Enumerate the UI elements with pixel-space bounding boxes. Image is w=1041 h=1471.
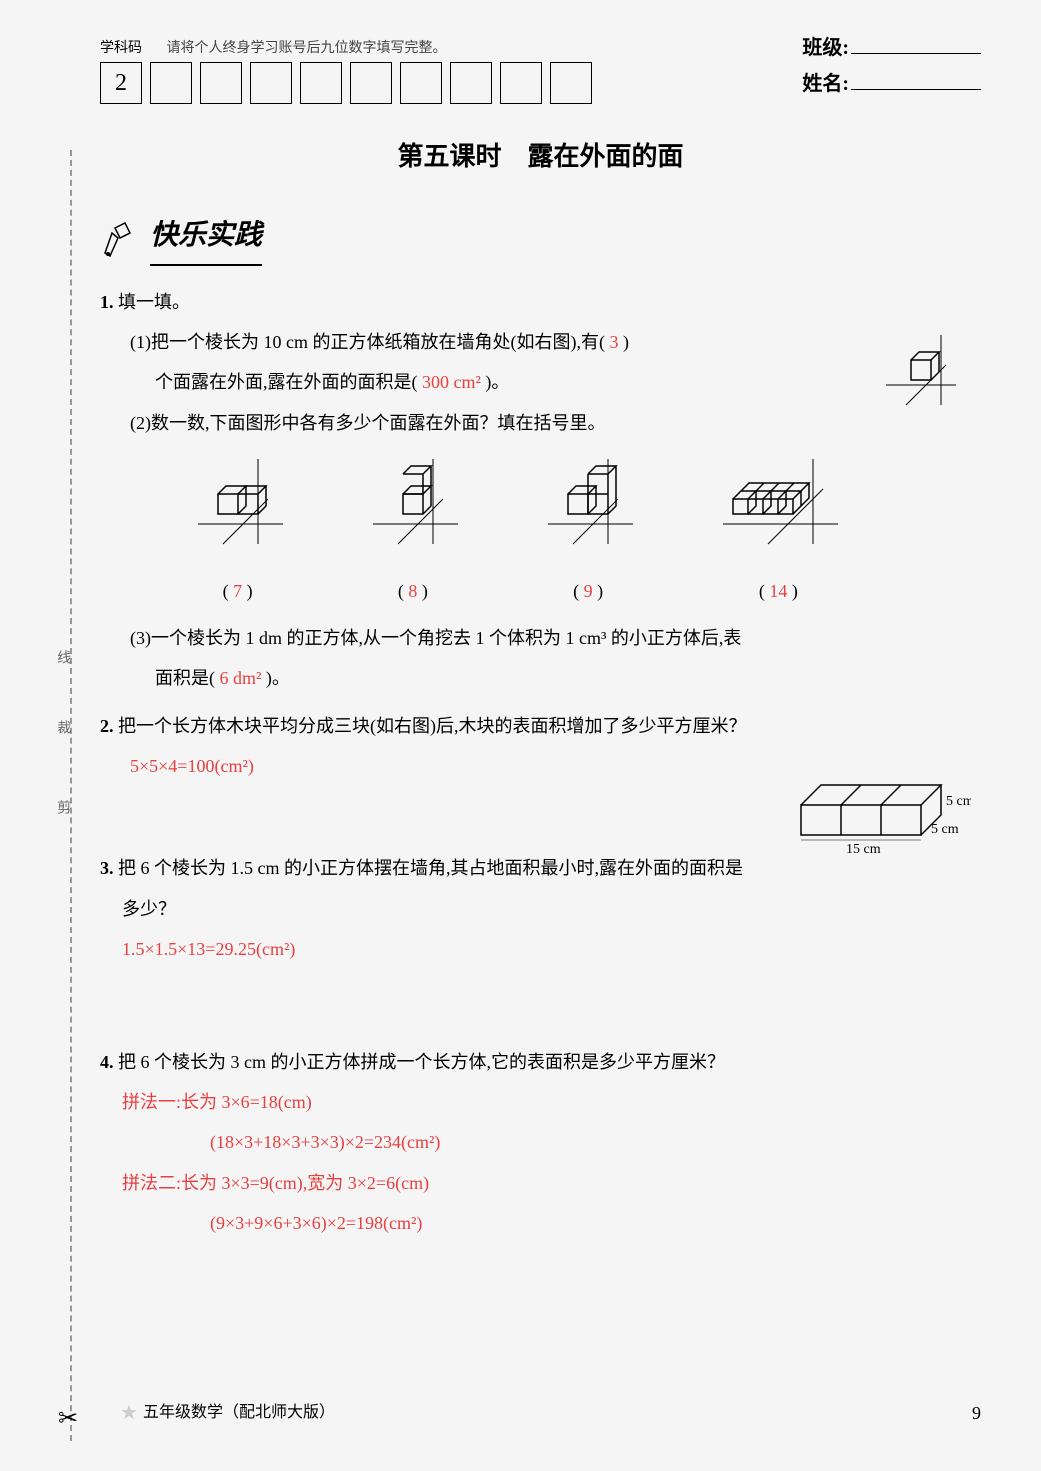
q4-text: 把 6 个棱长为 3 cm 的小正方体拼成一个长方体,它的表面积是多少平方厘米？ — [118, 1052, 725, 1072]
cuboid-figure: 5 cm 5 cm 15 cm — [791, 775, 971, 865]
name-input[interactable] — [851, 89, 981, 90]
shapes-row: ( 7 ) ( 8 ) — [100, 454, 981, 607]
q1-sub2: (2)数一数,下面图形中各有多少个面露在外面？填在括号里。 — [100, 407, 981, 439]
code-box-5[interactable] — [350, 62, 392, 104]
q4-ans1-label: 拼法一:长为 3×6=18(cm) — [100, 1086, 981, 1118]
code-box-9[interactable] — [550, 62, 592, 104]
q2-num: 2. — [100, 716, 114, 736]
practice-icon — [100, 218, 140, 258]
subject-code-label: 学科码 — [100, 41, 142, 56]
page-number: 9 — [972, 1397, 981, 1429]
side-label-line: 线 — [50, 650, 75, 664]
q3-num: 3. — [100, 858, 114, 878]
section-title: 快乐实践 — [150, 211, 262, 265]
code-box-2[interactable] — [200, 62, 242, 104]
shape-ans-3: 14 — [769, 581, 787, 601]
code-box-1[interactable] — [150, 62, 192, 104]
q1-sub1-line2: 个面露在外面,露在外面的面积是( 300 cm² )。 — [100, 366, 981, 398]
q4-num: 4. — [100, 1052, 114, 1072]
code-boxes: 2 — [100, 62, 592, 104]
name-label: 姓名: — [802, 73, 849, 95]
shape-ans-1: 8 — [408, 581, 417, 601]
q1-sub3-a: (3)一个棱长为 1 dm 的正方体,从一个角挖去 1 个体积为 1 cm³ 的… — [100, 622, 981, 654]
question-4: 4. 把 6 个棱长为 3 cm 的小正方体拼成一个长方体,它的表面积是多少平方… — [100, 1046, 981, 1240]
shape-1: ( 7 ) — [188, 454, 288, 607]
shape-ans-2: 9 — [584, 581, 593, 601]
star-icon: ★ — [120, 1395, 138, 1431]
q4-ans2-label: 拼法二:长为 3×3=9(cm),宽为 3×2=6(cm) — [100, 1167, 981, 1199]
code-instruction: 请将个人终身学习账号后九位数字填写完整。 — [167, 41, 447, 56]
side-label-cut: 裁 — [50, 720, 75, 734]
q3-text-b: 多少？ — [100, 893, 981, 925]
code-box-8[interactable] — [500, 62, 542, 104]
code-box-6[interactable] — [400, 62, 442, 104]
code-box-3[interactable] — [250, 62, 292, 104]
q2-text: 把一个长方体木块平均分成三块(如右图)后,木块的表面积增加了多少平方厘米？ — [118, 716, 747, 736]
q4-ans1-calc: (18×3+18×3+3×3)×2=234(cm²) — [100, 1126, 981, 1158]
q1-sub3-ans: 6 dm² — [220, 668, 262, 688]
class-label: 班级: — [802, 37, 849, 59]
scissors-icon: ✂ — [58, 1398, 78, 1441]
dim-w: 5 cm — [931, 822, 959, 837]
question-1: 1. 填一填。 (1)把一个棱长为 10 cm 的正方体纸箱放在墙角处(如右图)… — [100, 286, 981, 695]
code-box-7[interactable] — [450, 62, 492, 104]
question-2: 2. 把一个长方体木块平均分成三块(如右图)后,木块的表面积增加了多少平方厘米？… — [100, 710, 981, 783]
q1-sub1: (1)把一个棱长为 10 cm 的正方体纸箱放在墙角处(如右图),有( 3 ) — [100, 326, 981, 358]
cutting-line — [70, 150, 72, 1441]
footer-grade: 五年级数学（配北师大版） — [143, 1399, 335, 1428]
q3-text-a: 把 6 个棱长为 1.5 cm 的小正方体摆在墙角,其占地面积最小时,露在外面的… — [118, 858, 743, 878]
student-info: 班级: 姓名: — [802, 30, 981, 102]
question-3: 3. 把 6 个棱长为 1.5 cm 的小正方体摆在墙角,其占地面积最小时,露在… — [100, 852, 981, 965]
corner-cube-figure — [881, 330, 961, 410]
code-box-4[interactable] — [300, 62, 342, 104]
page-title: 第五课时 露在外面的面 — [100, 134, 981, 181]
shape-4: ( 14 ) — [713, 454, 843, 607]
q1-title: 填一填。 — [118, 292, 190, 312]
class-input[interactable] — [851, 53, 981, 54]
q1-sub3-b: 面积是( 6 dm² )。 — [100, 662, 981, 694]
shape-2: ( 8 ) — [363, 454, 463, 607]
side-label-fold: 剪 — [50, 800, 75, 814]
q3-answer: 1.5×1.5×13=29.25(cm²) — [100, 933, 981, 965]
q1-sub1-ans2: 300 cm² — [422, 372, 481, 392]
shape-ans-0: 7 — [233, 581, 242, 601]
q1-sub1-ans1: 3 — [609, 332, 618, 352]
footer: ★ 五年级数学（配北师大版） 9 — [120, 1395, 981, 1431]
header: 学科码 请将个人终身学习账号后九位数字填写完整。 2 班级: 姓名: — [100, 30, 981, 104]
code-box-0[interactable]: 2 — [100, 62, 142, 104]
dim-h: 5 cm — [946, 794, 971, 809]
section-header: 快乐实践 — [100, 211, 981, 265]
dim-l: 15 cm — [846, 842, 881, 857]
q4-ans2-calc: (9×3+9×6+3×6)×2=198(cm²) — [100, 1207, 981, 1239]
q1-num: 1. — [100, 292, 114, 312]
shape-3: ( 9 ) — [538, 454, 638, 607]
